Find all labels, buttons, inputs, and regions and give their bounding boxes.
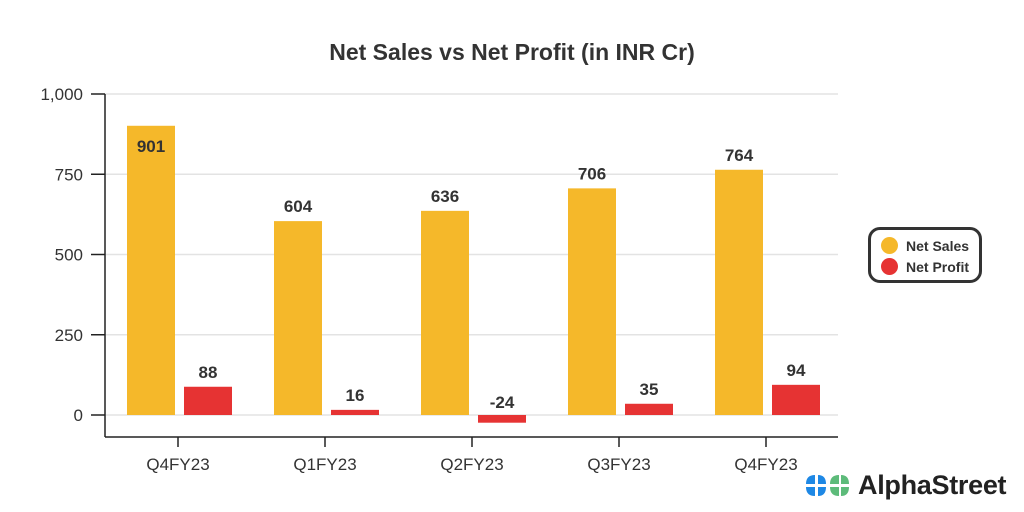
- x-tick-label: Q2FY23: [440, 455, 503, 474]
- net-profit-bar: [478, 415, 526, 423]
- data-label: 764: [725, 146, 754, 165]
- brand-name: AlphaStreet: [858, 470, 1007, 500]
- net-sales-bar: [568, 188, 616, 415]
- net-sales-swatch-icon: [881, 237, 898, 254]
- net-sales-bar: [127, 125, 175, 416]
- net-sales-bar: [715, 169, 763, 415]
- y-tick-label: 500: [55, 246, 83, 265]
- net-profit-bar: [184, 386, 232, 415]
- net-profit-bar: [331, 409, 379, 415]
- data-label: 35: [640, 380, 659, 399]
- legend-label: Net Profit: [906, 258, 969, 275]
- data-label: 901: [137, 137, 165, 156]
- y-tick-label: 1,000: [40, 85, 83, 104]
- net-sales-bar: [421, 210, 469, 415]
- legend: Net Sales Net Profit: [868, 227, 982, 283]
- data-label: 706: [578, 164, 606, 183]
- data-label: 604: [284, 197, 313, 216]
- legend-label: Net Sales: [906, 237, 970, 254]
- x-tick-label: Q1FY23: [293, 455, 356, 474]
- data-label: -24: [490, 393, 515, 412]
- legend-item-net-sales: Net Sales: [881, 235, 979, 256]
- x-tick-label: Q4FY23: [734, 455, 797, 474]
- net-sales-bar: [274, 221, 322, 415]
- alphastreet-logo: AlphaStreet: [804, 470, 1007, 501]
- x-tick-label: Q3FY23: [587, 455, 650, 474]
- alphastreet-logo-icon: [806, 474, 849, 496]
- data-label: 94: [787, 361, 806, 380]
- y-tick-label: 250: [55, 326, 83, 345]
- net-profit-bar: [772, 384, 820, 415]
- net-profit-swatch-icon: [881, 258, 898, 275]
- data-label: 16: [346, 386, 365, 405]
- y-tick-label: 0: [74, 406, 83, 425]
- chart-title: Net Sales vs Net Profit (in INR Cr): [329, 39, 695, 65]
- net-profit-bar: [625, 403, 673, 415]
- data-label: 88: [199, 363, 218, 382]
- y-tick-label: 750: [55, 165, 83, 184]
- data-label: 636: [431, 187, 459, 206]
- x-tick-label: Q4FY23: [146, 455, 209, 474]
- legend-item-net-profit: Net Profit: [881, 256, 979, 277]
